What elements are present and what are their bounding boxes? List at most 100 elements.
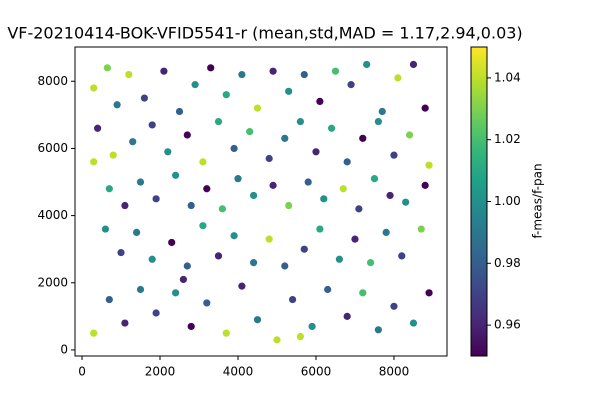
point: [172, 171, 180, 179]
point: [152, 195, 160, 203]
y-tick-label: 4000: [37, 208, 68, 222]
point: [179, 275, 188, 284]
x-tick-label: 6000: [301, 365, 332, 379]
point: [253, 104, 262, 112]
point: [101, 225, 110, 233]
point: [300, 245, 308, 253]
point: [230, 144, 238, 153]
point: [296, 117, 304, 126]
point: [125, 70, 133, 79]
point: [121, 201, 129, 210]
point: [113, 101, 121, 109]
colorbar-tick-label: 0.96: [494, 318, 521, 332]
point: [281, 262, 289, 270]
point: [175, 107, 184, 116]
point: [183, 131, 191, 139]
point: [203, 299, 211, 307]
point: [409, 319, 418, 327]
point: [398, 252, 406, 260]
point: [117, 248, 125, 257]
point: [304, 178, 312, 186]
point: [253, 316, 262, 324]
point: [288, 295, 297, 304]
point: [327, 124, 336, 132]
point: [269, 181, 277, 189]
y-tick-label: 0: [60, 342, 68, 356]
point: [366, 259, 375, 267]
point: [363, 60, 371, 69]
colorbar-label: f-meas/f-pan: [531, 163, 545, 238]
point: [199, 158, 207, 166]
point: [105, 185, 113, 193]
point: [386, 191, 394, 200]
point: [390, 302, 398, 310]
point: [343, 158, 351, 166]
point: [90, 158, 98, 166]
colorbar-tick-label: 1.04: [494, 70, 521, 84]
point: [355, 205, 363, 213]
point: [351, 235, 359, 243]
point: [238, 282, 246, 290]
point: [222, 329, 230, 337]
plot-frame: [74, 46, 448, 357]
point: [140, 94, 149, 102]
point: [214, 117, 223, 126]
point: [394, 74, 402, 82]
point: [136, 285, 145, 294]
point: [320, 195, 328, 203]
point: [273, 336, 281, 344]
point: [339, 185, 347, 193]
point: [164, 148, 172, 156]
point: [285, 201, 293, 210]
point: [425, 161, 433, 169]
point: [285, 87, 293, 95]
point: [421, 104, 429, 112]
y-tick-label: 6000: [37, 141, 68, 155]
point: [187, 322, 195, 331]
point: [222, 91, 230, 99]
point: [316, 97, 324, 106]
point: [374, 117, 382, 126]
point: [90, 84, 98, 92]
point: [133, 228, 141, 236]
point: [230, 232, 238, 240]
point: [281, 134, 289, 142]
x-tick-label: 2000: [145, 365, 176, 379]
x-tick-label: 4000: [223, 365, 254, 379]
y-tick-label: 2000: [37, 275, 68, 289]
point: [249, 259, 258, 267]
point: [324, 285, 332, 294]
chart-title: VF-20210414-BOK-VFID5541-r (mean,std,MAD…: [7, 24, 522, 43]
point: [374, 326, 382, 334]
point: [94, 124, 102, 132]
point: [199, 222, 207, 230]
point: [172, 289, 180, 297]
point: [218, 205, 226, 213]
point: [382, 228, 390, 236]
point: [308, 322, 316, 331]
point: [238, 70, 246, 79]
colorbar-tick-label: 1.02: [494, 132, 521, 146]
point: [378, 107, 386, 116]
point: [390, 151, 398, 159]
point: [129, 138, 137, 146]
y-tick-label: 8000: [37, 74, 68, 88]
point: [343, 312, 351, 320]
point: [246, 128, 254, 136]
point: [370, 175, 379, 183]
point: [136, 178, 145, 186]
point: [409, 60, 418, 69]
point: [191, 81, 199, 89]
point: [331, 67, 340, 75]
x-tick-label: 8000: [379, 365, 410, 379]
point: [402, 198, 410, 206]
point: [168, 238, 176, 247]
point: [425, 289, 433, 297]
point: [405, 131, 414, 139]
point: [335, 255, 343, 263]
point: [121, 319, 129, 327]
colorbar-tick-label: 0.98: [494, 256, 521, 270]
point: [103, 64, 111, 72]
point: [359, 289, 367, 297]
point: [249, 191, 258, 200]
